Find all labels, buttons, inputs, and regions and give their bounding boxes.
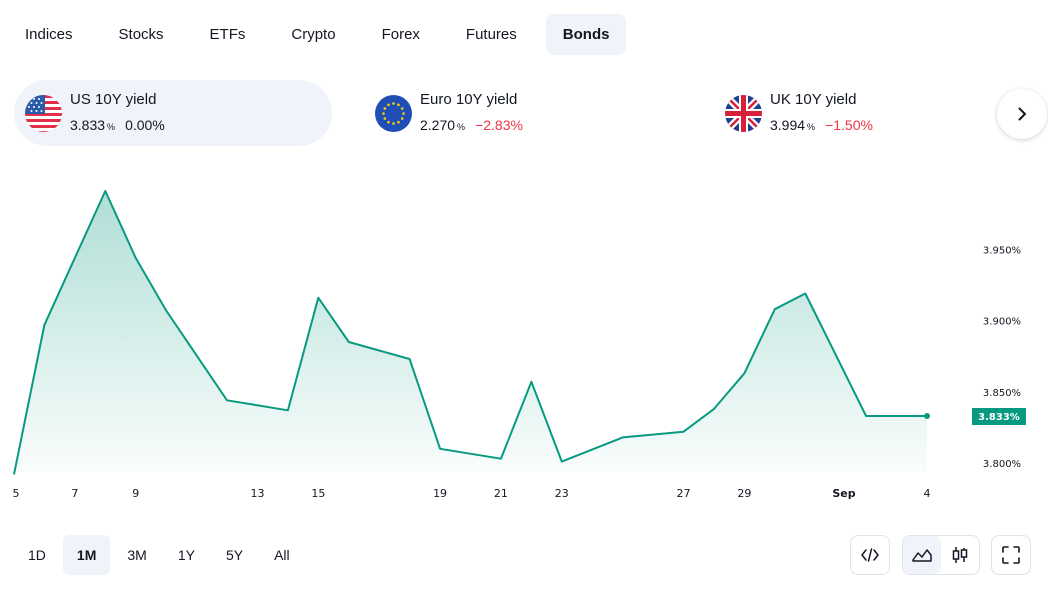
x-axis-tick-label: Sep (832, 487, 855, 500)
x-axis-tick-label: 19 (433, 487, 447, 500)
tab-bonds[interactable]: Bonds (545, 14, 627, 55)
y-axis-tick-label: 3.950% (983, 245, 1021, 256)
next-tickers-button[interactable] (997, 89, 1047, 139)
x-axis-tick-label: 29 (737, 487, 751, 500)
ticker-price: 2.270 (420, 116, 456, 133)
tab-crypto[interactable]: Crypto (291, 26, 336, 43)
x-axis-tick-label: 5 (13, 487, 20, 500)
ticker-unit: % (457, 121, 466, 132)
fullscreen-tool (991, 535, 1031, 575)
range-1y[interactable]: 1Y (177, 547, 195, 563)
ticker-card-euro-10y[interactable]: Euro 10Y yield 2.270 % −2.83% (364, 80, 682, 146)
ticker-name: US 10Y yield (70, 90, 157, 108)
range-1d[interactable]: 1D (28, 547, 46, 563)
area-chart-icon (912, 549, 932, 562)
y-axis-tick-label: 3.850% (983, 388, 1021, 399)
yield-chart-svg: 3.950% 3.900% 3.850% 3.800% 5 7 9 13 15 19 21 23 27… (13, 190, 1026, 500)
chart-style-toggle (902, 535, 980, 575)
yield-chart[interactable]: 3.950% 3.900% 3.850% 3.800% 5 7 9 13 15 19 21 23 27… (0, 160, 1048, 510)
ticker-name: UK 10Y yield (770, 90, 857, 108)
last-value-badge (972, 408, 1026, 426)
tab-etfs[interactable]: ETFs (209, 26, 246, 43)
tab-stocks[interactable]: Stocks (118, 26, 164, 43)
tab-forex[interactable]: Forex (381, 26, 420, 43)
x-axis-tick-label: 27 (677, 487, 691, 500)
candlestick-icon (952, 547, 968, 563)
us-flag-icon (25, 94, 62, 132)
range-selector: 1D 1M 3M 1Y 5Y All (14, 535, 307, 575)
chart-area-fill (14, 191, 927, 475)
eu-flag-icon (375, 94, 412, 132)
x-axis-tick-label: 13 (250, 487, 264, 500)
ticker-price: 3.994 (770, 116, 806, 133)
y-axis-tick-label: 3.800% (983, 459, 1021, 470)
tab-futures[interactable]: Futures (465, 26, 517, 43)
ticker-change: −1.50% (825, 116, 873, 133)
x-axis-tick-label: 9 (132, 487, 139, 500)
x-axis-tick-label: 23 (555, 487, 569, 500)
ticker-card-uk-10y[interactable]: UK 10Y yield 3.994 % −1.50% (714, 80, 994, 146)
ticker-unit: % (807, 121, 816, 132)
x-axis-tick-label: 7 (71, 487, 78, 500)
embed-button[interactable] (851, 536, 889, 574)
x-axis-tick-label: 4 (924, 487, 931, 500)
ticker-change: −2.83% (475, 116, 523, 133)
area-chart-button[interactable] (903, 536, 941, 574)
last-value-label: 3.833% (978, 412, 1020, 423)
fullscreen-icon (1002, 546, 1020, 564)
ticker-cards: US 10Y yield 3.833 % 0.00% (14, 80, 1048, 146)
ticker-price: 3.833 (70, 116, 106, 133)
range-5y[interactable]: 5Y (225, 547, 244, 563)
y-axis-tick-label: 3.900% (983, 317, 1021, 328)
range-1m[interactable]: 1M (62, 535, 111, 575)
range-all[interactable]: All (274, 547, 290, 563)
chart-last-point (924, 413, 930, 420)
ticker-card-us-10y[interactable]: US 10Y yield 3.833 % 0.00% (14, 80, 332, 146)
ticker-unit: % (107, 121, 116, 132)
chevron-right-icon (1018, 107, 1026, 121)
x-axis-tick-label: 15 (311, 487, 325, 500)
market-tabs: Indices Stocks ETFs Crypto Forex Futures… (8, 14, 638, 55)
tab-indices[interactable]: Indices (25, 26, 73, 43)
x-axis-tick-label: 21 (494, 487, 508, 500)
ticker-change: 0.00% (125, 116, 165, 133)
candle-chart-button[interactable] (941, 536, 979, 574)
chart-series-line (13, 190, 927, 475)
ticker-name: Euro 10Y yield (420, 90, 518, 108)
range-3m[interactable]: 3M (127, 547, 147, 563)
embed-tool (850, 535, 890, 575)
code-icon (861, 548, 879, 562)
uk-flag-icon (725, 94, 762, 132)
fullscreen-button[interactable] (992, 536, 1030, 574)
